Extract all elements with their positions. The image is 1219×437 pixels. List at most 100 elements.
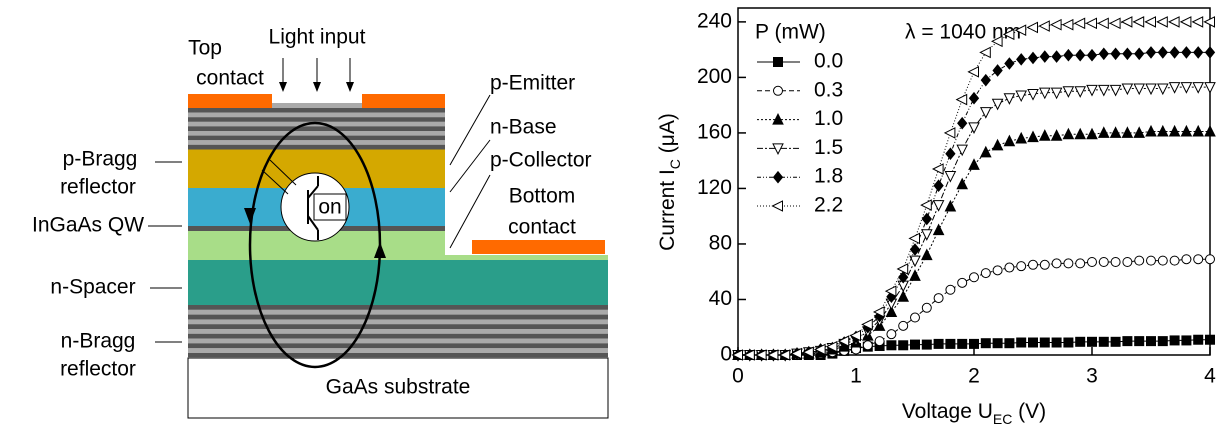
data-point [1169, 17, 1179, 27]
data-point [1193, 17, 1203, 27]
data-point [1028, 132, 1038, 142]
x-tick-label: 2 [968, 365, 980, 388]
top-window [272, 103, 362, 108]
label: n-Spacer [50, 276, 135, 299]
stripe [188, 324, 608, 329]
stripe [188, 353, 608, 358]
label: n-Base [490, 116, 557, 139]
data-point [970, 339, 979, 348]
data-point [993, 65, 1002, 76]
stripe [188, 310, 608, 315]
data-point [957, 145, 967, 155]
data-point [957, 95, 967, 105]
data-point [934, 201, 944, 211]
data-point [1158, 47, 1167, 58]
data-point [922, 250, 932, 260]
legend-label: 0.0 [814, 50, 843, 73]
label: p-Bragg [63, 148, 138, 171]
stripe [188, 113, 445, 118]
legend-marker [774, 86, 783, 95]
y-tick-label: 240 [697, 9, 732, 32]
data-point [1051, 20, 1061, 30]
legend-label: 1.8 [814, 165, 843, 188]
green-layer [443, 255, 608, 260]
data-point [1123, 48, 1132, 59]
data-point [969, 123, 979, 133]
data-point [1205, 83, 1215, 93]
y-axis-label: Current IC (μA) [656, 113, 683, 251]
data-point [1029, 260, 1038, 269]
label: Light input [269, 26, 366, 49]
data-point [1134, 17, 1144, 27]
data-point [1111, 48, 1120, 59]
data-point [1088, 50, 1097, 61]
data-point [1075, 18, 1085, 28]
label: p-Emitter [490, 72, 575, 95]
data-point [945, 171, 955, 181]
data-point [1039, 21, 1049, 31]
arrowhead [346, 82, 354, 92]
legend-label: 1.5 [814, 136, 843, 159]
data-point [945, 128, 955, 138]
stripe [188, 329, 608, 334]
data-point [969, 67, 979, 77]
data-point [898, 291, 908, 301]
data-point [1029, 338, 1038, 347]
data-point [887, 341, 896, 350]
data-point [958, 278, 967, 287]
y-tick-label: 0 [720, 343, 732, 366]
data-point [863, 341, 872, 350]
stripe [188, 117, 445, 122]
data-point [1076, 337, 1085, 346]
data-point [1040, 338, 1049, 347]
data-point [922, 340, 931, 349]
data-point [1111, 337, 1120, 346]
x-axis-label: Voltage UEC (V) [902, 400, 1046, 427]
data-point [1181, 83, 1191, 93]
data-point [1122, 17, 1132, 27]
data-point [934, 339, 943, 348]
stripe [188, 305, 608, 310]
legend-label: 2.2 [814, 194, 843, 217]
y-tick-label: 120 [697, 176, 732, 199]
data-point [1005, 339, 1014, 348]
data-point [1004, 136, 1014, 146]
data-point [1194, 335, 1203, 344]
data-point [946, 148, 955, 159]
y-label-text: Current I [656, 169, 679, 251]
arrowhead [279, 82, 287, 92]
y-tick-label: 200 [697, 65, 732, 88]
label: n-Bragg [61, 330, 136, 353]
data-point [981, 339, 990, 348]
diagram: on Top contact Light input p-Bragg refle… [32, 26, 608, 418]
data-point [1040, 51, 1049, 62]
label: Bottom [509, 185, 576, 208]
y-label-suffix: (μA) [656, 113, 679, 159]
data-point [887, 330, 896, 339]
stripe [188, 348, 608, 353]
data-point [1004, 94, 1014, 104]
x-label-sub: EC [993, 411, 1012, 427]
data-point [1005, 263, 1014, 272]
x-tick-label: 3 [1086, 365, 1098, 388]
data-point [981, 147, 991, 157]
y-tick-label: 160 [697, 120, 732, 143]
data-point [1017, 54, 1026, 65]
data-point [911, 313, 920, 322]
data-point [1146, 17, 1156, 27]
bottom-contact [472, 240, 605, 254]
stripe [188, 315, 608, 320]
data-point [1064, 259, 1073, 268]
data-point [1064, 338, 1073, 347]
data-point [1088, 337, 1097, 346]
label: reflector [60, 176, 136, 199]
stripe [188, 126, 445, 131]
data-point [1099, 48, 1108, 59]
data-point [1123, 258, 1132, 267]
data-point [1170, 256, 1179, 265]
data-point [1099, 337, 1108, 346]
legend-label: 1.0 [814, 107, 843, 130]
data-point [1123, 337, 1132, 346]
data-point [1206, 335, 1215, 344]
x-tick-label: 4 [1204, 365, 1216, 388]
